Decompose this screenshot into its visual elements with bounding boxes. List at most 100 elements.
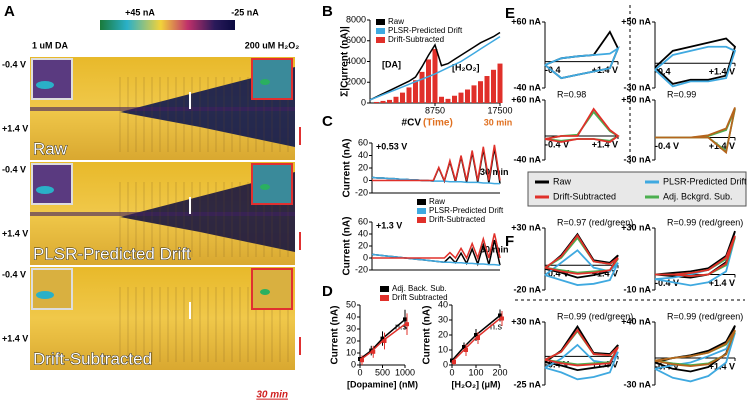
point — [462, 345, 466, 349]
y-tick-label: 4000 — [346, 56, 366, 66]
stimulus-label: 1 uM DA — [32, 40, 69, 50]
point — [405, 322, 409, 327]
annotation: R=0.99 — [667, 89, 696, 99]
legend-label: Drift Subtracted — [392, 293, 448, 302]
bar — [439, 96, 444, 103]
y-tick-label: 30 — [438, 314, 448, 324]
x-tick-label: 17500 — [487, 105, 512, 115]
legend-swatch — [376, 28, 385, 34]
x-tick-label: 100 — [468, 367, 483, 377]
y-tick-label: +50 nA — [621, 16, 651, 26]
point — [382, 339, 387, 343]
potential-label: +1.4 V — [2, 333, 28, 343]
y-tick-label: 0 — [443, 359, 448, 369]
x-tick-label: 500 — [375, 367, 390, 377]
bar — [491, 69, 496, 103]
potential-label: -0.4 V — [2, 59, 26, 69]
annotation: R=0.99 (red/green) — [667, 311, 743, 321]
annotation: n.s — [490, 321, 503, 331]
series-line — [372, 144, 501, 183]
y-tick-label: 0 — [351, 359, 356, 369]
x-tick-label: 0 — [449, 367, 454, 377]
inset-spot — [260, 289, 270, 295]
x-tick-label: +1.4 V — [592, 269, 618, 279]
y-tick-label: 0 — [363, 252, 368, 262]
bar — [380, 100, 386, 103]
y-tick-label: 6000 — [346, 35, 366, 45]
potential-label: -0.4 V — [2, 164, 26, 174]
legend-label: Drift-Subtracted — [388, 35, 444, 44]
x-tick-label: -0.4 V — [655, 278, 679, 288]
x-tick-label: 0 — [357, 367, 362, 377]
y-tick-label: +30 nA — [511, 222, 541, 232]
colorbar-min: -25 nA — [231, 7, 259, 17]
bar — [387, 99, 392, 103]
point — [371, 349, 376, 354]
series-line — [359, 323, 406, 361]
series-line — [371, 253, 501, 266]
y-tick-label: 60 — [358, 216, 368, 226]
y-tick-label: +60 nA — [511, 16, 541, 26]
potential-label: +1.4 V — [2, 228, 28, 238]
legend-box — [527, 171, 747, 207]
bar — [400, 92, 405, 103]
bar — [393, 96, 399, 103]
x-tick-label: +1.4 V — [709, 141, 735, 151]
y-tick-label: 8000 — [346, 14, 366, 24]
row-label: Drift-Subtracted — [33, 349, 152, 368]
bar — [406, 87, 412, 103]
panel-label: E — [505, 5, 515, 22]
x-tick-label: -0.4 — [655, 67, 671, 77]
inset-spot — [260, 79, 270, 85]
y-axis-label: Current (nA) — [422, 306, 433, 365]
y-tick-label: 40 — [346, 311, 356, 321]
series-line — [451, 317, 501, 363]
series-line — [654, 37, 737, 85]
y-tick-label: -25 nA — [513, 379, 541, 389]
inset-spot — [36, 81, 54, 89]
series-line — [359, 318, 406, 360]
legend-label: PLSR-Predicted Drift — [388, 26, 463, 35]
y-tick-label: 40 — [358, 150, 368, 160]
point — [403, 317, 407, 322]
y-tick-label: +60 nA — [511, 94, 541, 104]
legend-swatch — [376, 19, 385, 25]
y-tick-label: 0 — [363, 175, 368, 185]
series-line — [654, 230, 736, 279]
point — [474, 333, 478, 337]
point — [380, 336, 385, 341]
annotation: R=0.98 — [557, 89, 586, 99]
x-tick-label: +1.4 V — [709, 67, 735, 77]
bar — [413, 80, 418, 103]
chart-label: +1.3 V — [376, 220, 402, 230]
panel-label: F — [505, 233, 514, 250]
x-axis-label: (Time) — [423, 118, 453, 129]
bar — [426, 59, 431, 103]
legend-label: Adj. Bckgrd. Sub. — [663, 191, 733, 201]
heatmap-band — [30, 107, 295, 111]
y-tick-label: +30 nA — [511, 316, 541, 326]
legend-swatch — [376, 37, 385, 43]
annotation: [H₂O₂] — [452, 62, 480, 72]
y-axis-label: Σ|Current (nA)| — [340, 26, 351, 97]
annotation: R=0.99 (red/green) — [557, 311, 633, 321]
annotation: R=0.97 (red/green) — [557, 217, 633, 227]
series-line — [544, 249, 619, 286]
x-tick-label: -0.4 V — [545, 269, 569, 279]
x-tick-label: +1.4 V — [592, 139, 618, 149]
series-line — [451, 314, 501, 361]
x-axis-label: #CV — [402, 118, 422, 129]
series-line — [655, 235, 736, 277]
y-tick-label: 2000 — [346, 77, 366, 87]
annotation: R=0.99 (red/green) — [667, 217, 743, 227]
y-tick-label: +40 nA — [621, 316, 651, 326]
annotation: 30 min — [480, 244, 509, 254]
series-line — [544, 233, 619, 275]
legend-label: Drift-Subtracted — [553, 191, 616, 201]
y-tick-label: -40 nA — [513, 82, 541, 92]
series-line — [544, 343, 619, 381]
bar — [465, 89, 470, 103]
legend-swatch — [380, 295, 389, 301]
